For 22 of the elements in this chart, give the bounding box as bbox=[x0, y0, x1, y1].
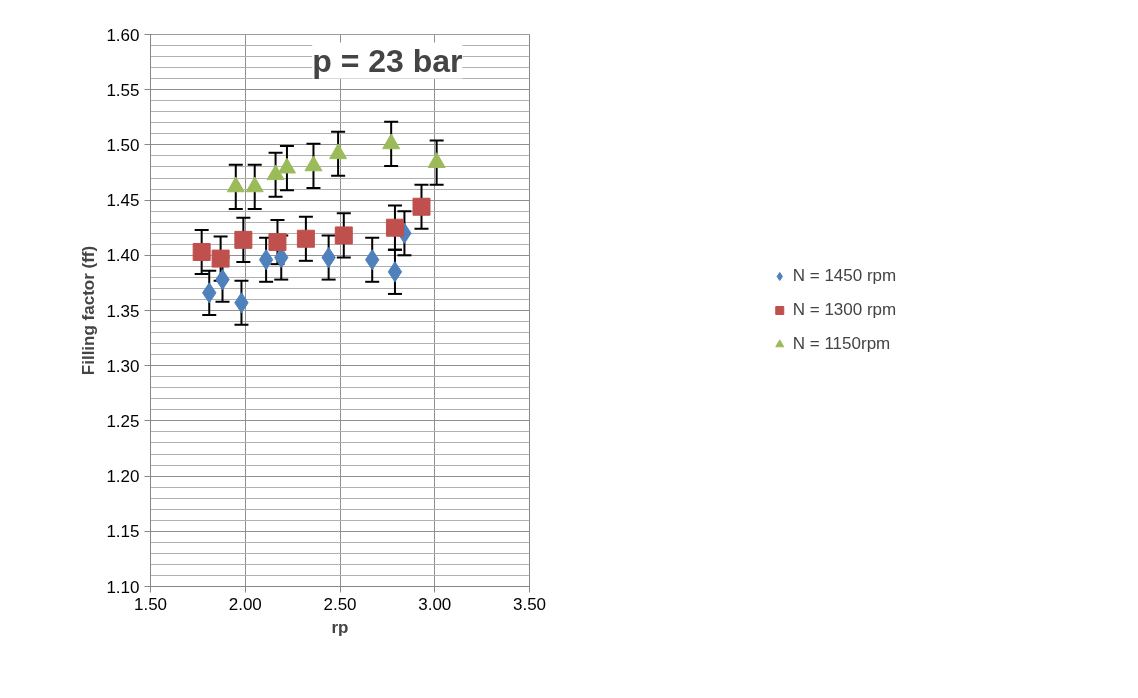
x-tick-label: 2.50 bbox=[323, 594, 357, 614]
y-tick-label: 1.30 bbox=[106, 356, 140, 376]
y-tick-label: 1.25 bbox=[106, 411, 140, 431]
y-tick-label: 1.60 bbox=[106, 25, 140, 45]
y-tick-label: 1.15 bbox=[106, 522, 140, 542]
y-tick-label: 1.45 bbox=[106, 191, 140, 211]
y-tick-label: 1.20 bbox=[106, 467, 140, 487]
x-tick-label: 3.00 bbox=[418, 594, 452, 614]
x-tick-label: 1.50 bbox=[133, 594, 168, 614]
y-tick-label: 1.55 bbox=[106, 80, 140, 100]
y-tick-label: 1.50 bbox=[106, 135, 140, 155]
y-tick-label: 1.10 bbox=[106, 577, 140, 597]
legend-label: N = 1450 rpm bbox=[792, 266, 897, 286]
y-axis-title: Filling factor (ff) bbox=[79, 245, 99, 376]
chart-title: p = 23 bar bbox=[312, 42, 463, 79]
x-tick-label: 3.50 bbox=[512, 594, 547, 614]
x-axis-title: rp bbox=[331, 617, 349, 637]
x-tick-label: 2.00 bbox=[228, 594, 262, 614]
y-tick-label: 1.35 bbox=[106, 301, 140, 321]
y-tick-label: 1.40 bbox=[106, 246, 140, 266]
legend-label: N = 1300 rpm bbox=[792, 300, 897, 320]
legend-label: N = 1150rpm bbox=[792, 334, 891, 354]
